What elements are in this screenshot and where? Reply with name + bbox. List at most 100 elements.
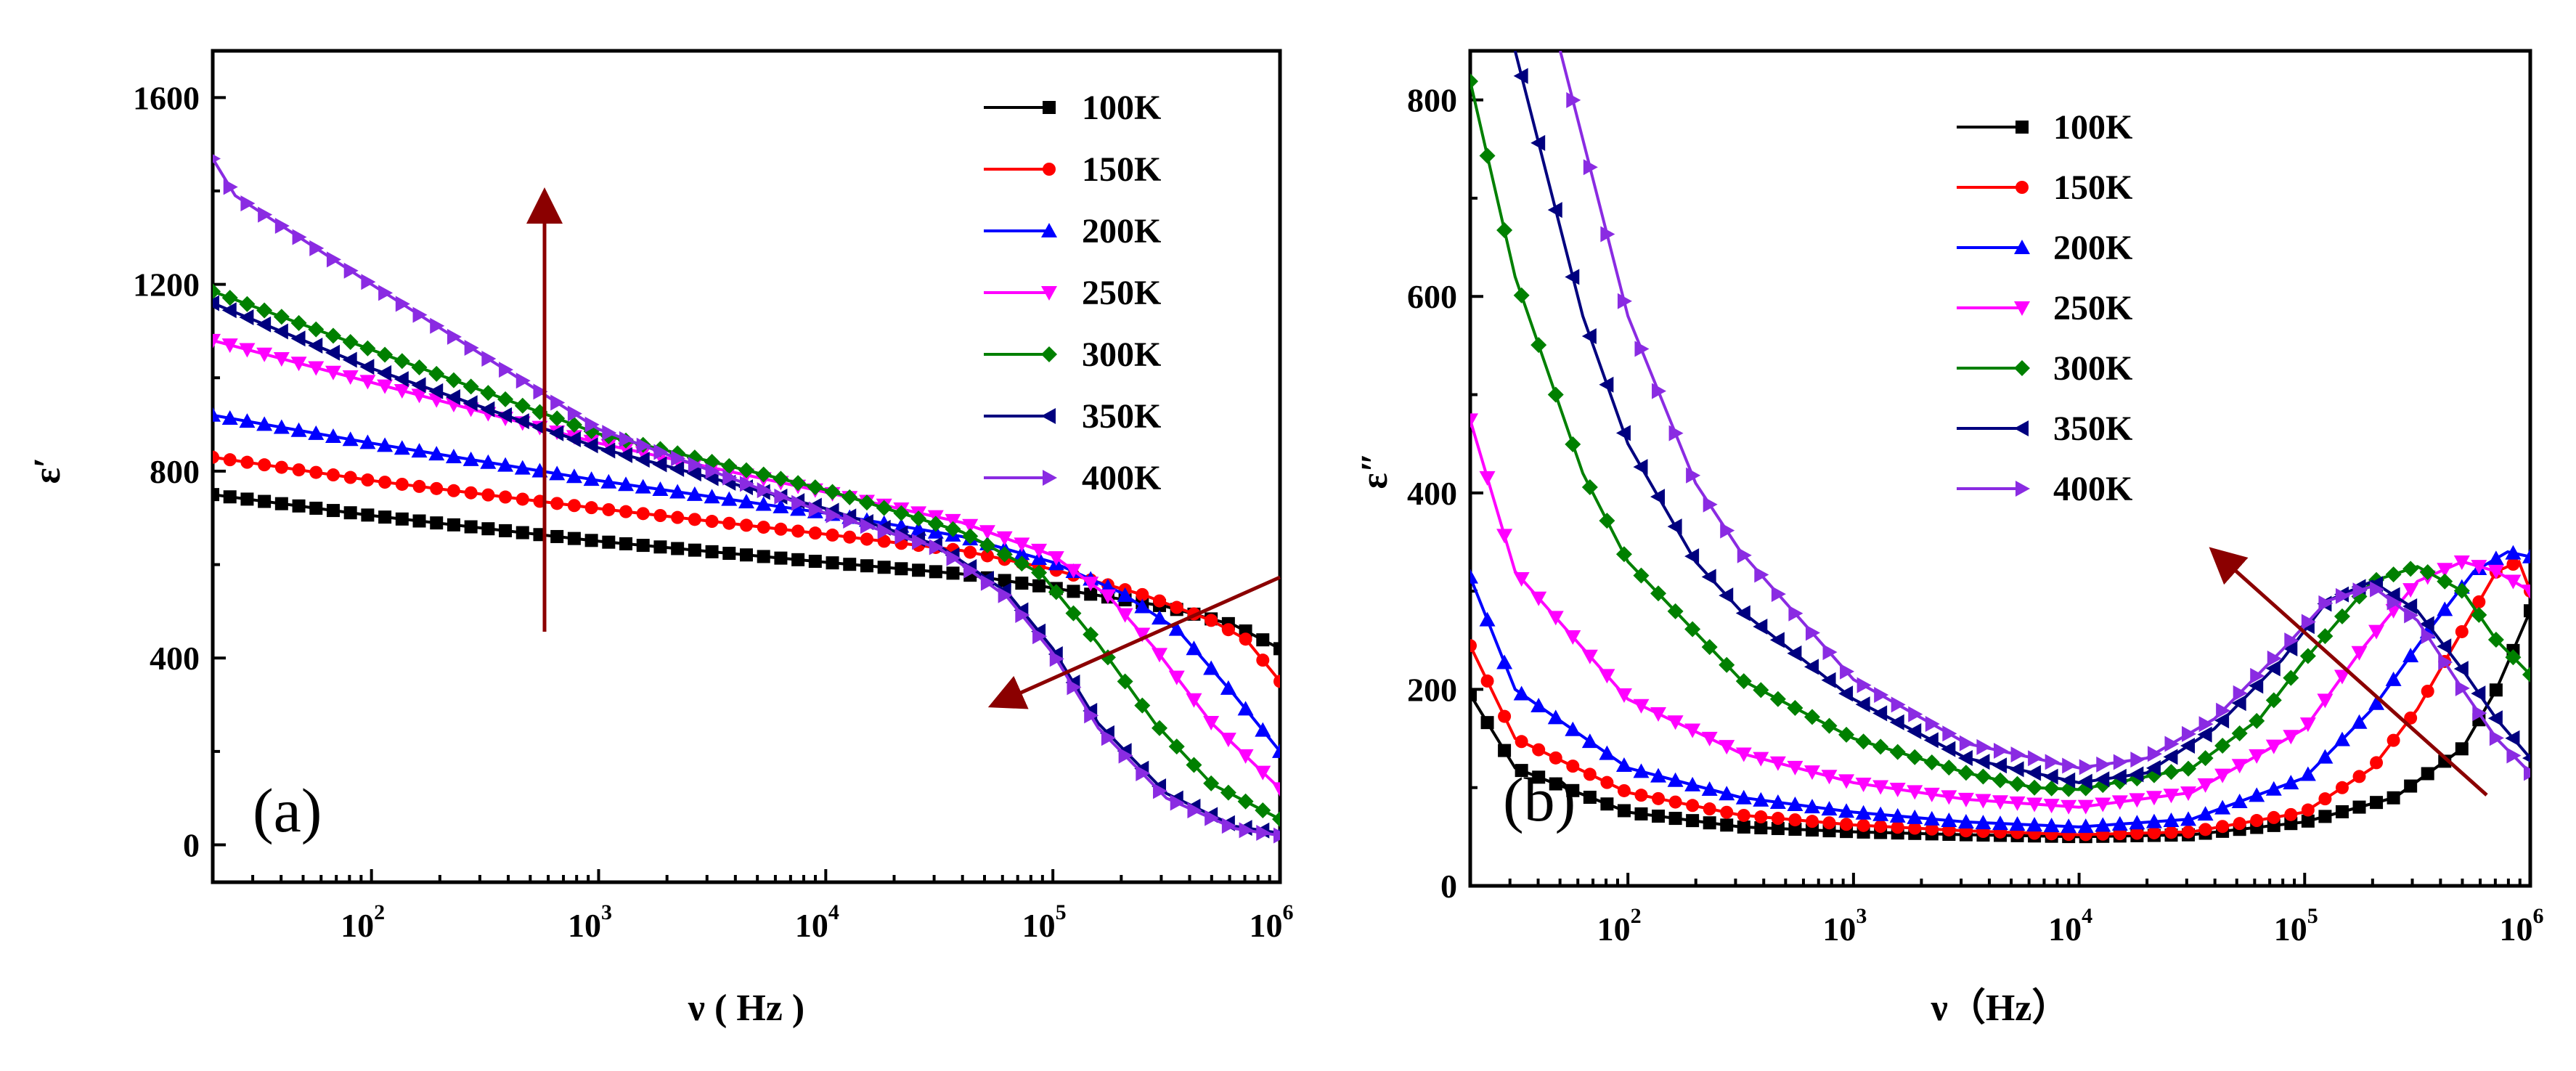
data-point-150K — [2506, 558, 2520, 571]
data-point-400K — [240, 195, 256, 212]
data-point-150K — [2404, 711, 2418, 725]
data-point-250K — [1547, 611, 1564, 626]
data-point-250K — [2487, 564, 2504, 579]
data-point-400K — [1566, 91, 1581, 108]
data-point-250K — [1255, 765, 1271, 781]
data-point-100K — [584, 534, 598, 547]
data-point-350K — [686, 465, 701, 482]
data-point-300K — [445, 372, 462, 388]
data-point-200K — [1975, 815, 1992, 830]
data-point-150K — [2130, 826, 2144, 840]
data-point-200K — [239, 413, 256, 428]
data-point-300K — [1992, 772, 2008, 789]
data-point-400K — [2318, 595, 2334, 611]
data-point-100K — [481, 522, 495, 536]
x-tick-base: 10 — [795, 907, 828, 944]
x-tick-label: 106 — [2500, 904, 2544, 948]
data-point-250K — [1014, 537, 1030, 553]
data-point-400K — [912, 534, 927, 550]
data-point-400K — [1822, 644, 1838, 661]
x-tick-exponent: 6 — [1283, 900, 1294, 924]
data-point-200K — [1530, 697, 1547, 712]
data-point-200K — [1753, 791, 1769, 807]
data-point-100K — [602, 535, 616, 549]
data-point-350K — [531, 419, 547, 436]
data-point-350K — [342, 351, 357, 368]
data-point-300K — [2487, 632, 2504, 648]
data-point-300K — [2402, 561, 2419, 577]
data-point-200K — [618, 476, 635, 492]
data-point-300K — [1565, 436, 1581, 452]
data-point-150K — [1908, 821, 1922, 835]
data-point-350K — [669, 460, 685, 477]
data-point-200K — [2283, 775, 2299, 790]
data-point-300K — [221, 290, 238, 306]
data-point-150K — [1221, 623, 1235, 637]
data-point-100K — [1515, 764, 1528, 778]
x-tick-exponent: 3 — [601, 900, 612, 924]
data-point-300K — [1513, 287, 1530, 304]
data-point-250K — [1633, 699, 1650, 714]
data-point-250K — [2351, 646, 2368, 661]
data-point-400K — [1067, 679, 1082, 696]
data-point-150K — [1874, 820, 1888, 834]
data-point-200K — [583, 471, 600, 486]
data-point-250K — [2129, 793, 2145, 808]
data-point-400K — [430, 317, 445, 334]
data-point-150K — [258, 458, 272, 472]
data-point-350K — [2095, 771, 2110, 788]
data-point-200K — [1479, 611, 1496, 627]
data-point-200K — [1941, 812, 1957, 827]
data-point-250K — [2471, 560, 2487, 575]
data-point-300K — [2231, 725, 2248, 741]
data-point-400K — [1652, 383, 1667, 399]
data-point-250K — [1048, 551, 1064, 566]
x-tick-base: 10 — [568, 907, 601, 944]
data-point-350K — [583, 437, 598, 454]
data-point-300K — [359, 340, 376, 357]
data-point-400K — [2113, 754, 2128, 770]
data-point-250K — [325, 365, 341, 380]
data-point-400K — [808, 501, 823, 518]
data-point-150K — [1170, 600, 1183, 614]
legend-label-150K: 150K — [2053, 168, 2132, 207]
legend-marker-300K — [2014, 360, 2030, 376]
data-point-150K — [1652, 791, 1666, 805]
data-point-150K — [213, 450, 219, 464]
data-point-100K — [740, 548, 753, 562]
x-tick-exponent: 6 — [2533, 904, 2544, 928]
data-point-100K — [653, 540, 667, 554]
data-point-400K — [2062, 757, 2077, 774]
data-point-200K — [480, 454, 497, 469]
data-point-100K — [1720, 818, 1734, 832]
data-point-300K — [2180, 760, 2197, 777]
data-point-400K — [843, 512, 858, 529]
data-point-250K — [290, 357, 307, 372]
legend-marker-150K — [2015, 181, 2029, 194]
data-point-200K — [704, 489, 720, 504]
data-point-200K — [1496, 654, 1513, 669]
data-point-200K — [497, 457, 514, 472]
data-point-200K — [1719, 786, 1735, 801]
data-point-200K — [1633, 763, 1650, 778]
x-tick-exponent: 3 — [1856, 904, 1867, 928]
legend-marker-350K — [1041, 408, 1056, 424]
data-point-100K — [464, 520, 478, 534]
data-point-150K — [292, 463, 306, 477]
data-point-250K — [1907, 785, 1923, 800]
data-point-300K — [1479, 147, 1496, 164]
data-point-400K — [395, 296, 410, 312]
data-point-400K — [2198, 716, 2214, 733]
data-point-250K — [1152, 648, 1168, 663]
data-point-100K — [2404, 779, 2418, 793]
data-point-400K — [1049, 651, 1064, 667]
data-point-300K — [1134, 697, 1151, 714]
data-point-350K — [1547, 202, 1562, 219]
data-point-150K — [2421, 684, 2434, 698]
data-point-200K — [2095, 817, 2111, 832]
data-point-400K — [550, 394, 566, 411]
data-point-200K — [1599, 745, 1615, 760]
data-point-300K — [2283, 669, 2299, 686]
data-point-200K — [2214, 799, 2231, 815]
panel-label: (a) — [253, 775, 322, 845]
